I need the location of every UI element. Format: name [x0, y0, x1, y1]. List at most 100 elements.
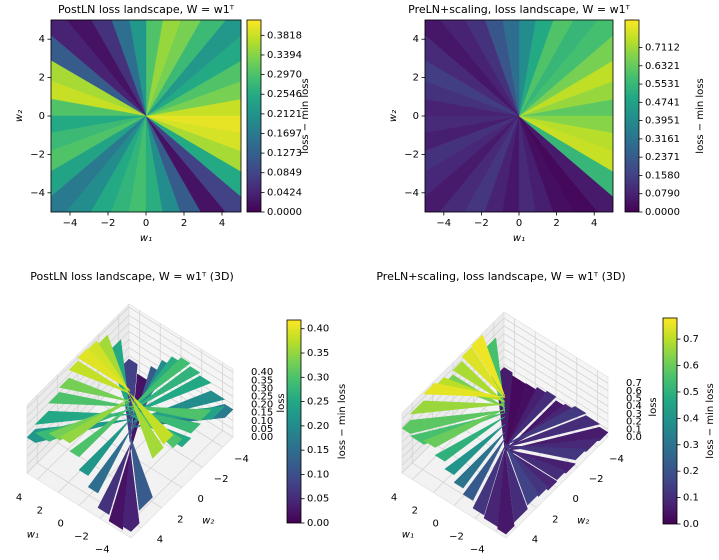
colorbar-label: loss − min loss	[705, 383, 716, 458]
colorbar-tick-label: 0.3394	[267, 50, 302, 61]
y-tick-label: 0	[39, 111, 45, 122]
colorbar-tick-label: 0.4	[683, 413, 699, 424]
z-tick-label: 0.10	[251, 416, 273, 427]
x-tick-label: −2	[474, 218, 489, 229]
x-tick-label: 0	[432, 519, 438, 530]
x-tick-label: −2	[449, 532, 464, 543]
surface-sector	[462, 437, 506, 501]
z-axis-label: loss	[648, 397, 659, 416]
y-tick-label: 4	[157, 535, 163, 546]
z-tick-label: 0.20	[251, 400, 273, 411]
surface-sector	[129, 357, 191, 409]
z-tick-label: 0.2	[626, 417, 642, 428]
z-tick-label: 0.40	[251, 367, 273, 378]
colorbar-tick-label: 0.25	[307, 397, 329, 408]
y-tick-label: −2	[589, 474, 604, 485]
z-tick-label: 0.35	[251, 375, 273, 386]
surface-sector	[471, 334, 506, 397]
surface-sector	[129, 435, 153, 511]
z-tick-label: 0.6	[626, 386, 642, 397]
surface-sector	[401, 410, 506, 434]
x-tick-label: 0	[57, 519, 63, 530]
z-tick-label: 0.00	[251, 432, 273, 443]
surface-sector	[504, 406, 587, 446]
surface-sector	[129, 406, 213, 421]
x-tick-label: 0	[516, 218, 522, 229]
x-tick-label: −4	[470, 545, 485, 556]
x-tick-label: 2	[181, 218, 187, 229]
y-tick-label: 2	[552, 514, 558, 525]
x-tick-label: −2	[74, 532, 89, 543]
colorbar-tick-label: 0.7112	[645, 42, 680, 53]
grid-line	[26, 322, 234, 425]
y-tick-label: 0	[413, 111, 419, 122]
x-tick-label: 0	[143, 218, 149, 229]
x-axis-label: w₁	[513, 233, 525, 244]
surface-sector	[59, 398, 131, 444]
y-tick-label: −2	[214, 474, 229, 485]
y-axis-label: w₂	[14, 110, 25, 122]
surface-sector	[129, 375, 212, 415]
grid-line	[26, 306, 234, 409]
colorbar-tick-label: 0.1	[683, 493, 699, 504]
surface-sector	[129, 366, 201, 412]
surface-sector	[77, 348, 131, 391]
surface-sector	[504, 415, 601, 448]
colorbar-tick-label: 0.4741	[645, 97, 680, 108]
surface-sector	[504, 447, 528, 523]
colorbar-tick-label: 0.1580	[645, 170, 680, 181]
colorbar-tick-label: 0.6321	[645, 61, 680, 72]
colorbar-tick-label: 0.0849	[267, 168, 302, 179]
y-axis-label: w₂	[388, 110, 399, 122]
surface-sector	[58, 377, 131, 402]
x-axis-label: w₁	[402, 529, 414, 540]
colorbar-label: loss − min loss	[337, 384, 348, 459]
chart-title: PostLN loss landscape, W = w1ᵀ	[58, 3, 235, 16]
surface-sector	[69, 406, 131, 458]
colorbar-tick-label: 0.0790	[645, 189, 680, 200]
surface-sector	[409, 400, 506, 415]
colorbar-tick-label: 0.6	[683, 361, 699, 372]
z-tick-label: 0.7	[626, 378, 642, 389]
surface-sector	[461, 346, 506, 399]
colorbar-tick-label: 0.2	[683, 466, 699, 477]
surface-sector	[129, 396, 164, 459]
colorbar-tick-label: 0.3818	[267, 30, 302, 41]
y-tick-label: 4	[413, 34, 419, 45]
colorbar-tick-label: 0.20	[307, 421, 329, 432]
x-tick-label: 2	[553, 218, 559, 229]
colorbar-tick-label: 0.5531	[645, 79, 680, 90]
z-axis-label: loss	[276, 393, 287, 412]
grid-line	[26, 314, 234, 417]
colorbar-tick-label: 0.7	[683, 334, 699, 345]
colorbar-tick-label: 0.2970	[267, 70, 302, 81]
x-tick-label: 4	[219, 218, 225, 229]
colorbar-tick-label: 0.40	[307, 324, 329, 335]
colorbar	[624, 19, 640, 213]
colorbar-tick-label: 0.0424	[267, 187, 302, 198]
x-tick-label: 4	[16, 493, 22, 504]
surface-sector	[423, 408, 506, 448]
surface-sector	[444, 424, 506, 476]
colorbar	[662, 317, 678, 525]
chart-title: PreLN+scaling, loss landscape, W = w1ᵀ (…	[376, 270, 625, 283]
y-tick-label: −2	[404, 149, 419, 160]
colorbar-tick-label: 0.2546	[267, 89, 302, 100]
colorbar-tick-label: 0.05	[307, 494, 329, 505]
y-tick-label: −2	[30, 149, 45, 160]
x-axis-label: w₁	[27, 529, 39, 540]
y-tick-label: 2	[39, 73, 45, 84]
colorbar-tick-label: 0.30	[307, 372, 329, 383]
x-tick-label: 2	[37, 506, 43, 517]
colorbar	[246, 19, 262, 213]
y-axis-label: w₂	[202, 515, 214, 526]
x-tick-label: −4	[436, 218, 451, 229]
colorbar-tick-label: 0.0000	[645, 207, 680, 218]
z-tick-label: 0.05	[251, 424, 273, 435]
z-tick-label: 0.4	[626, 401, 642, 412]
y-tick-label: −4	[30, 188, 45, 199]
colorbar-tick-label: 0.0	[683, 519, 699, 530]
colorbar-tick-label: 0.00	[307, 518, 329, 529]
y-tick-label: 2	[413, 73, 419, 84]
